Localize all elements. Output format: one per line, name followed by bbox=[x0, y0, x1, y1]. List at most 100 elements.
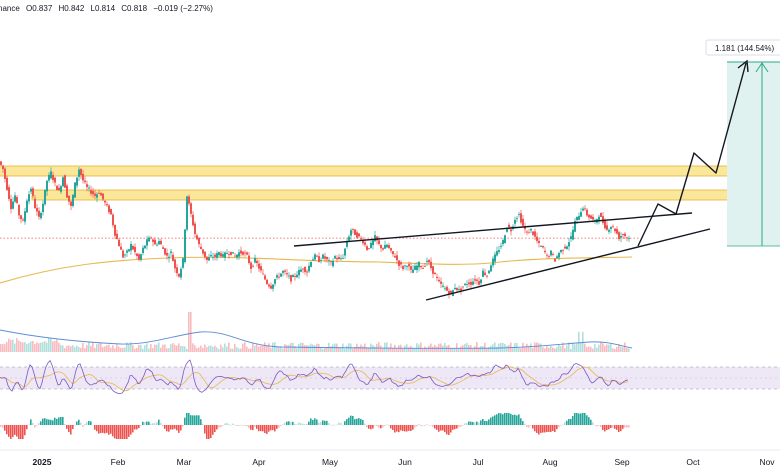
candle-body bbox=[310, 261, 312, 267]
volume-bar bbox=[432, 346, 434, 352]
candle-body bbox=[574, 220, 576, 232]
macd-bar bbox=[160, 422, 162, 425]
volume-bar bbox=[362, 346, 364, 352]
macd-bar bbox=[64, 423, 66, 425]
candle-body bbox=[472, 281, 474, 285]
volume-bar bbox=[120, 347, 122, 352]
macd-bar bbox=[168, 425, 170, 432]
macd-bar bbox=[418, 424, 420, 425]
macd-bar bbox=[596, 425, 598, 427]
candle-body bbox=[578, 216, 580, 220]
macd-bar bbox=[408, 425, 410, 431]
candle-body bbox=[486, 275, 488, 277]
volume-bar bbox=[542, 347, 544, 352]
candle-body bbox=[542, 245, 544, 248]
candle-body bbox=[36, 208, 38, 212]
candle-body bbox=[466, 284, 468, 285]
macd-bar bbox=[420, 425, 422, 427]
candle-body bbox=[418, 261, 420, 268]
macd-bar bbox=[138, 425, 140, 429]
candle-body bbox=[96, 194, 98, 198]
volume-bar bbox=[358, 346, 360, 352]
candle-body bbox=[414, 265, 416, 270]
candle-body bbox=[580, 212, 582, 217]
macd-bar bbox=[324, 420, 326, 425]
candle-body bbox=[20, 215, 22, 220]
volume-bar bbox=[182, 345, 184, 352]
volume-bar bbox=[208, 345, 210, 352]
candle-body bbox=[420, 265, 422, 268]
macd-bar bbox=[616, 425, 618, 430]
volume-bar bbox=[618, 344, 620, 352]
volume-bar bbox=[2, 343, 4, 352]
macd-bar bbox=[354, 419, 356, 425]
macd-bar bbox=[342, 424, 344, 426]
volume-bar bbox=[508, 344, 510, 352]
candle-body bbox=[346, 241, 348, 247]
candle-body bbox=[626, 237, 628, 239]
rsi-layer bbox=[0, 359, 629, 395]
macd-bar bbox=[474, 422, 476, 425]
macd-bar bbox=[76, 421, 78, 425]
candle-body bbox=[444, 288, 446, 290]
candle-body bbox=[292, 275, 294, 278]
macd-bar bbox=[94, 425, 96, 430]
volume-bar bbox=[6, 342, 8, 352]
candle-body bbox=[6, 177, 8, 190]
volume-bar bbox=[412, 347, 414, 352]
volume-bar bbox=[414, 348, 416, 352]
open-value: O0.837 bbox=[26, 4, 53, 13]
candle-body bbox=[162, 247, 164, 249]
macd-bar bbox=[54, 417, 56, 425]
macd-bar bbox=[198, 415, 200, 425]
macd-bar bbox=[166, 425, 168, 432]
macd-bar bbox=[490, 417, 492, 425]
volume-bar bbox=[226, 346, 228, 352]
candle-body bbox=[424, 266, 426, 267]
volume-bar bbox=[252, 342, 254, 352]
volume-bar bbox=[430, 343, 432, 352]
candle-body bbox=[550, 250, 552, 256]
candle-body bbox=[296, 274, 298, 278]
volume-bar bbox=[62, 345, 64, 352]
candle-body bbox=[340, 258, 342, 260]
candle-body bbox=[364, 242, 366, 245]
macd-bar bbox=[590, 419, 592, 425]
macd-bar bbox=[112, 425, 114, 437]
candle-body bbox=[48, 174, 50, 181]
macd-bar bbox=[328, 423, 330, 425]
volume-bar bbox=[628, 348, 630, 352]
candle-body bbox=[262, 273, 264, 275]
candle-body bbox=[532, 231, 534, 235]
volume-bar bbox=[200, 345, 202, 352]
macd-bar bbox=[220, 425, 222, 428]
volume-bar bbox=[612, 348, 614, 352]
volume-bar bbox=[554, 348, 556, 352]
macd-bar bbox=[234, 424, 236, 426]
volume-bar bbox=[210, 345, 212, 352]
macd-bar bbox=[292, 421, 294, 425]
candle-body bbox=[106, 204, 108, 206]
volume-bar bbox=[424, 346, 426, 352]
candle-body bbox=[610, 227, 612, 229]
volume-bar bbox=[138, 344, 140, 352]
candle-body bbox=[174, 259, 176, 269]
macd-bar bbox=[322, 420, 324, 425]
macd-bar bbox=[384, 425, 386, 426]
macd-bar bbox=[134, 425, 136, 430]
candle-body bbox=[602, 216, 604, 223]
volume-bar bbox=[312, 344, 314, 352]
candle-body bbox=[180, 268, 182, 278]
candle-body bbox=[136, 253, 138, 257]
candle-body bbox=[448, 290, 450, 295]
macd-bar bbox=[36, 425, 38, 426]
candle-body bbox=[548, 255, 550, 257]
candle-body bbox=[502, 239, 504, 245]
macd-bar bbox=[174, 425, 176, 429]
candle-body bbox=[582, 208, 584, 211]
macd-bar bbox=[180, 425, 182, 431]
volume-bar bbox=[188, 312, 190, 352]
macd-bar bbox=[262, 425, 264, 432]
candle-body bbox=[78, 169, 80, 177]
